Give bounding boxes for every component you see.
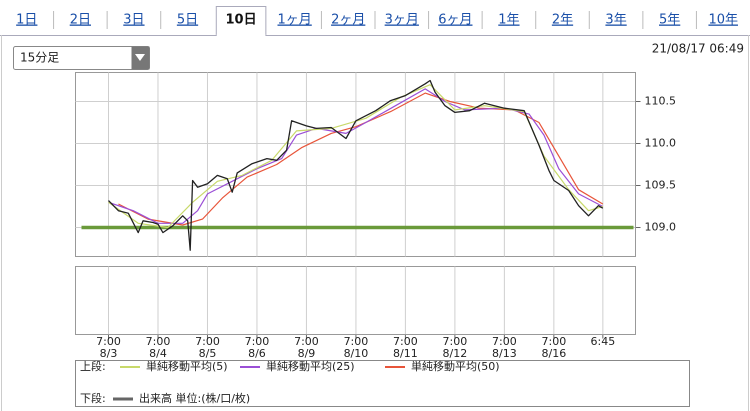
tab[interactable]: 2ヶ月: [331, 13, 365, 28]
legend-label: 単純移動平均(50): [411, 359, 500, 373]
x-date-label: 8/5: [199, 347, 217, 360]
tab[interactable]: 5日: [177, 13, 198, 28]
x-tick-label: 7:00: [344, 335, 369, 348]
legend-upper-label: 上段:: [80, 359, 106, 373]
x-tick-label: 7:00: [443, 335, 468, 348]
x-tick-label: 7:00: [492, 335, 517, 348]
y-tick-label: 110.0: [645, 136, 677, 149]
x-date-label: 8/6: [248, 347, 266, 360]
moving-average-line: [118, 92, 604, 226]
x-tick-label: 7:00: [294, 335, 319, 348]
x-date-label: 8/9: [298, 347, 316, 360]
legend-label: 出来高 単位:(株/口/枚): [139, 391, 250, 405]
dropdown-arrow: [135, 54, 145, 61]
legend-label: 単純移動平均(25): [266, 359, 355, 373]
x-tick-label: 6:45: [590, 335, 615, 348]
timestamp: 21/08/17 06:49: [652, 42, 744, 56]
tab[interactable]: 2日: [70, 13, 91, 28]
interval-text: 15分足: [20, 51, 59, 65]
x-date-label: 8/4: [149, 347, 167, 360]
selected-tab-gap: [216, 34, 266, 37]
tab[interactable]: 3日: [123, 13, 144, 28]
moving-average-line: [108, 88, 604, 224]
x-tick-label: 7:00: [245, 335, 270, 348]
plot-layer: 109.0109.5110.0110.57:008/37:008/47:008/…: [75, 72, 677, 405]
x-date-label: 8/3: [100, 347, 118, 360]
tab[interactable]: 10年: [708, 13, 738, 28]
x-date-label: 8/10: [344, 347, 369, 360]
x-date-label: 8/16: [542, 347, 567, 360]
legend-label: 単純移動平均(5): [146, 359, 228, 373]
tab[interactable]: 5年: [659, 13, 680, 28]
y-tick-label: 110.5: [645, 94, 677, 107]
moving-average-line: [108, 84, 603, 229]
tab[interactable]: 1ヶ月: [278, 13, 312, 28]
x-date-label: 8/12: [443, 347, 468, 360]
price-line: [108, 79, 604, 251]
tab[interactable]: 2年: [552, 13, 573, 28]
legend-lower-label: 下段:: [80, 391, 106, 405]
x-tick-label: 7:00: [96, 335, 121, 348]
tab[interactable]: 10日: [226, 13, 257, 28]
x-date-label: 8/13: [492, 347, 517, 360]
tab[interactable]: 1年: [498, 13, 519, 28]
tab[interactable]: 1日: [16, 13, 37, 28]
tab[interactable]: 6ヶ月: [438, 13, 472, 28]
tab-bar: 1日 2日 3日 5日 10日 1ヶ月 2ヶ月 3ヶ月 6ヶ月 1年 2年 3年 5年 10年: [16, 6, 738, 37]
selected-tab-box: [215, 6, 267, 36]
tab[interactable]: 3年: [605, 13, 626, 28]
tab[interactable]: 3ヶ月: [385, 13, 419, 28]
x-tick-label: 7:00: [393, 335, 418, 348]
legend-box: [75, 360, 690, 407]
y-tick-label: 109.5: [645, 179, 677, 192]
x-tick-label: 7:00: [195, 335, 220, 348]
x-tick-label: 7:00: [146, 335, 171, 348]
y-tick-label: 109.0: [645, 221, 677, 234]
x-date-label: 8/11: [393, 347, 418, 360]
x-tick-label: 7:00: [542, 335, 567, 348]
